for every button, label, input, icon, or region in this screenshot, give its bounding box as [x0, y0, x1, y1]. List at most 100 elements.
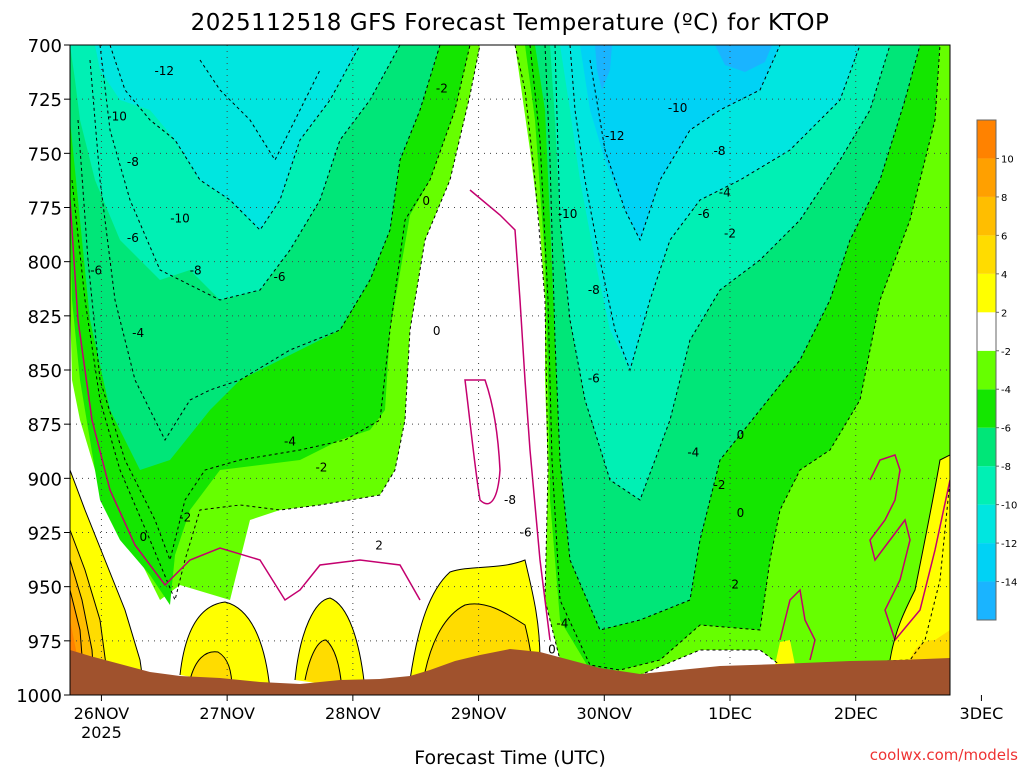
contour-label: -2 — [436, 81, 448, 95]
y-tick-label: 725 — [28, 90, 62, 111]
contour-labels: -12 -10 -8 -10 -6 -6 -8 -6 -4 -4 -2 -2 0 -2 0 0 2 -12 -10 -… — [90, 64, 744, 657]
colorbar-band — [977, 196, 996, 236]
x-tick-label: 29NOV — [451, 704, 507, 723]
colorbar-band — [977, 543, 996, 582]
colorbar-label: 4 — [1001, 270, 1007, 281]
x-tick-label: 3DEC — [960, 704, 1004, 723]
y-tick-label: 900 — [28, 469, 62, 490]
contour-2-27nov — [179, 601, 271, 691]
x-axis-label: Forecast Time (UTC) — [414, 747, 605, 768]
contour-label: 0 — [433, 324, 441, 338]
right-blue-region — [595, 45, 772, 90]
contour-zero-2dec — [779, 588, 816, 661]
left-cyan-region — [95, 45, 360, 230]
y-tick-label: 950 — [28, 578, 62, 599]
colorbar-label: -8 — [1001, 462, 1011, 473]
colorbar-band — [977, 504, 996, 544]
x-tick-label: 30NOV — [576, 704, 632, 723]
contour-label: -2 — [714, 478, 726, 492]
colorbar-label: -2 — [1001, 347, 1011, 358]
contour-label: -8 — [504, 493, 516, 507]
x-tick-label: 26NOV — [74, 704, 130, 723]
contour-4-29nov — [424, 603, 533, 673]
contour-label: -12 — [605, 129, 625, 143]
colorbar-band — [977, 158, 996, 197]
colorbar-band — [977, 427, 996, 467]
colorbar-band — [977, 120, 996, 159]
plot-area — [70, 45, 950, 695]
contour-label: -2 — [315, 461, 327, 475]
contour-zero-right — [869, 454, 950, 642]
colorbar-label: 2 — [1001, 308, 1007, 319]
contour-label: 0 — [140, 530, 148, 544]
contour-label: -10 — [170, 211, 190, 225]
contour-m4-right — [529, 45, 941, 671]
colorbar: -14 -12 -10 -8 -6 -4 -2 2 4 6 8 10 — [976, 119, 1017, 621]
y-tick-label: 925 — [28, 524, 62, 545]
dashed-contours — [71, 45, 950, 676]
y-tick-label: 1000 — [16, 686, 62, 707]
contour-label: -6 — [588, 372, 600, 386]
contour-zero-left — [70, 199, 421, 602]
contour-zero-mid-loop — [464, 379, 501, 505]
contour-m8-left — [99, 45, 401, 301]
y-tick-label: 875 — [28, 415, 62, 436]
contour-label: 0 — [737, 506, 745, 520]
colorbar-label: -4 — [1001, 385, 1011, 396]
contour-label: 2 — [375, 539, 383, 553]
contour-label: -8 — [588, 283, 600, 297]
grid-lines — [70, 45, 950, 695]
contour-m10-left — [109, 45, 361, 231]
freezing-contours — [70, 189, 950, 661]
contour-m10-right — [569, 45, 861, 372]
contour-label: -10 — [668, 101, 688, 115]
contour-label: -10 — [107, 110, 127, 124]
colorbar-band — [977, 235, 996, 274]
contour-label: 0 — [422, 194, 430, 208]
colorbar-frame — [976, 119, 997, 621]
contour-label: -6 — [274, 270, 286, 284]
y-tick-label: 825 — [28, 307, 62, 328]
contour-label: -12 — [154, 64, 174, 78]
contour-label: -6 — [90, 263, 102, 277]
colorbar-band — [977, 581, 996, 620]
contour-label: -4 — [132, 326, 144, 340]
mid-white-region — [415, 45, 548, 660]
contour-label: -8 — [190, 263, 202, 277]
colorbar-band — [977, 389, 996, 428]
x-tick-sublabel: 2025 — [81, 723, 122, 742]
y-tick-label: 700 — [28, 36, 62, 57]
colorbar-label: 8 — [1001, 193, 1007, 204]
contour-label: -6 — [127, 231, 139, 245]
colorbar-band — [977, 273, 996, 313]
contour-m4-left — [77, 45, 471, 562]
colorbar-label: -10 — [1001, 501, 1017, 512]
contour-label: -4 — [556, 617, 568, 631]
contour-4-27nov — [189, 651, 233, 691]
contour-label: -2 — [724, 227, 736, 241]
y-tick-label: 975 — [28, 632, 62, 653]
x-tick-label: 2DEC — [834, 704, 878, 723]
warm-pocket-3dec-core — [910, 630, 950, 665]
y-axis: 700 725 750 775 800 825 850 875 900 925 950 975 1000 — [16, 36, 70, 707]
warm-contours — [70, 454, 950, 695]
contour-label: 2 — [731, 578, 739, 592]
contour-2-left — [70, 469, 146, 695]
colorbar-label: -14 — [1001, 578, 1017, 589]
warm-pocket-28nov-core — [305, 640, 342, 690]
colorbar-band — [977, 312, 996, 351]
contour-m6-right — [544, 45, 921, 631]
x-tick-label: 28NOV — [325, 704, 381, 723]
contour-label: -6 — [520, 526, 532, 540]
contour-label: -10 — [558, 207, 578, 221]
contour-zero-mid — [469, 189, 551, 641]
colorbar-label: 10 — [1001, 154, 1014, 165]
contour-2-3dec — [889, 454, 950, 661]
contour-4-28nov — [304, 639, 343, 691]
x-tick-label: 1DEC — [708, 704, 752, 723]
contour-label: 0 — [737, 428, 745, 442]
colorbar-band — [977, 350, 996, 390]
contour-label: -2 — [179, 510, 191, 524]
contour-label: -8 — [714, 144, 726, 158]
